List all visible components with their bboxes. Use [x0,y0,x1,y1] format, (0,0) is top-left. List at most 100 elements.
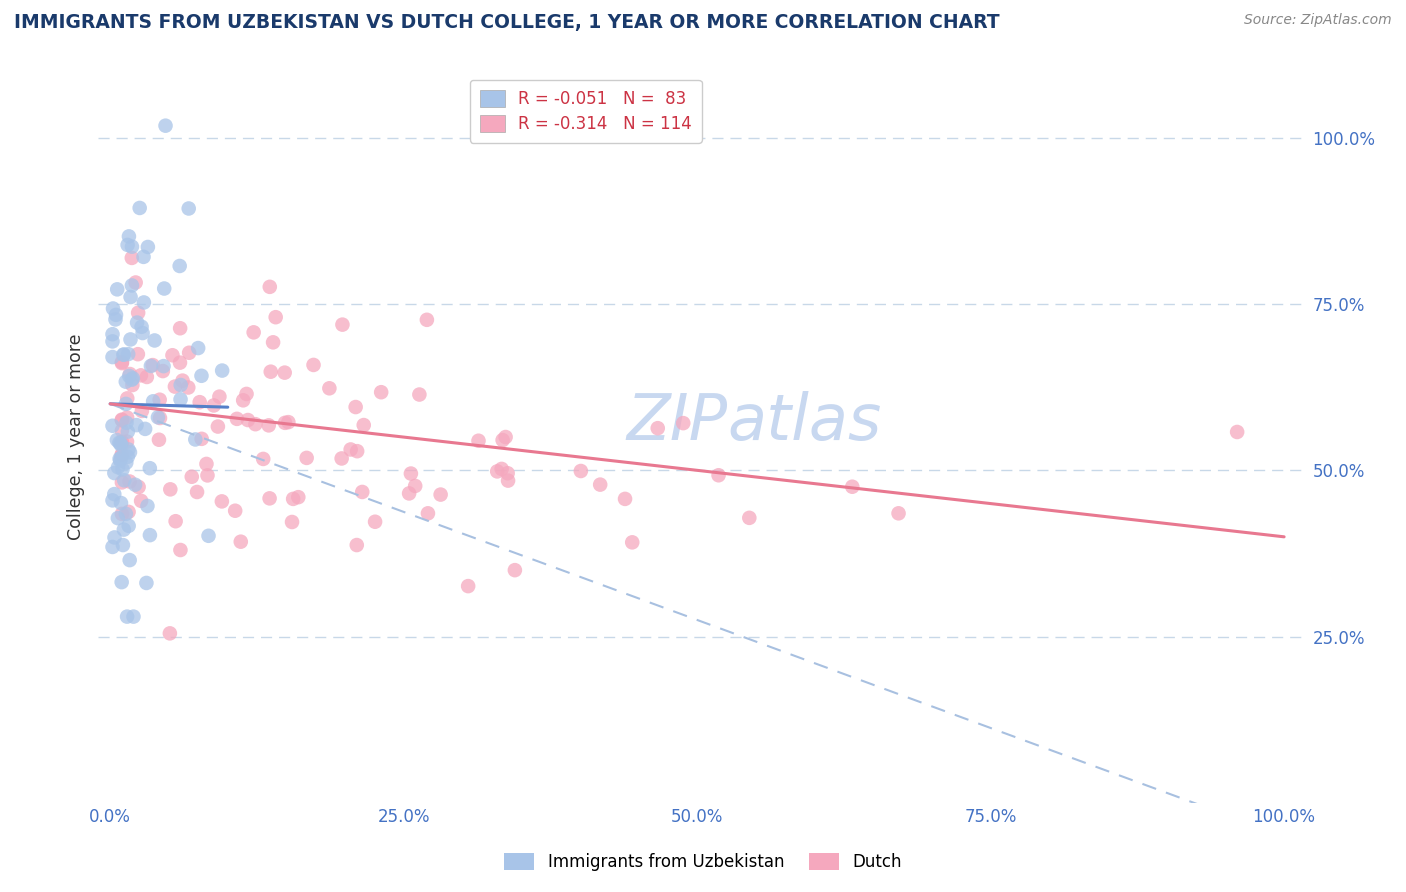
Point [117,505,139,519]
Point [115,410,138,425]
Point [236,413,259,427]
Point [738,511,761,525]
Point [495,430,517,444]
Point [103,487,125,501]
Point [111,412,134,426]
Point [208,390,231,404]
Point [169,321,191,335]
Point [169,356,191,370]
Point [370,385,392,400]
Point [111,538,134,552]
Point [111,462,134,476]
Point [136,499,159,513]
Point [169,543,191,558]
Point [232,393,254,408]
Point [364,515,387,529]
Point [117,450,139,464]
Point [245,417,267,432]
Point [128,480,150,494]
Point [124,276,146,290]
Point [127,316,149,330]
Point [187,341,209,355]
Point [103,466,125,480]
Point [104,312,127,326]
Point [190,432,212,446]
Point [153,281,176,295]
Point [295,450,318,465]
Point [127,306,149,320]
Point [118,367,141,381]
Point [111,424,134,438]
Point [110,496,132,510]
Point [281,491,304,506]
Point [118,518,141,533]
Point [155,119,177,133]
Point [131,326,153,340]
Text: Source: ZipAtlas.com: Source: ZipAtlas.com [1244,13,1392,28]
Point [496,474,519,488]
Point [101,540,124,554]
Point [142,358,165,372]
Point [614,491,637,506]
Point [115,434,138,449]
Point [108,435,131,450]
Point [281,515,304,529]
Point [121,378,143,392]
Point [110,438,132,452]
Point [117,425,139,439]
Point [139,359,162,373]
Point [131,404,153,418]
Point [152,364,174,378]
Point [180,469,202,483]
Point [647,421,669,435]
Point [105,282,128,296]
Point [139,528,162,542]
Point [112,523,135,537]
Point [188,395,211,409]
Point [117,238,139,252]
Point [136,240,159,254]
Point [195,457,218,471]
Point [111,507,134,521]
Point [252,451,274,466]
Point [121,251,143,265]
Point [111,434,134,449]
Point [118,553,141,567]
Point [302,358,325,372]
Point [111,435,134,450]
Point [211,494,233,508]
Point [107,511,129,525]
Point [101,350,124,364]
Point [408,387,430,401]
Point [127,347,149,361]
Point [242,326,264,340]
Point [707,468,730,483]
Point [115,507,138,521]
Point [103,531,125,545]
Point [159,626,181,640]
Point [111,355,134,369]
Point [120,333,142,347]
Point [118,229,141,244]
Y-axis label: College, 1 year or more: College, 1 year or more [66,334,84,541]
Point [118,368,141,383]
Point [135,370,157,384]
Point [159,483,181,497]
Point [330,451,353,466]
Point [121,373,143,387]
Point [332,318,354,332]
Legend: Immigrants from Uzbekistan, Dutch: Immigrants from Uzbekistan, Dutch [496,845,910,880]
Point [143,334,166,348]
Point [101,334,124,349]
Point [841,480,863,494]
Point [111,447,134,461]
Point [229,534,252,549]
Point [399,467,422,481]
Point [621,535,644,549]
Point [353,418,375,433]
Point [273,366,295,380]
Point [202,399,225,413]
Point [429,487,451,501]
Point [404,479,426,493]
Point [274,416,297,430]
